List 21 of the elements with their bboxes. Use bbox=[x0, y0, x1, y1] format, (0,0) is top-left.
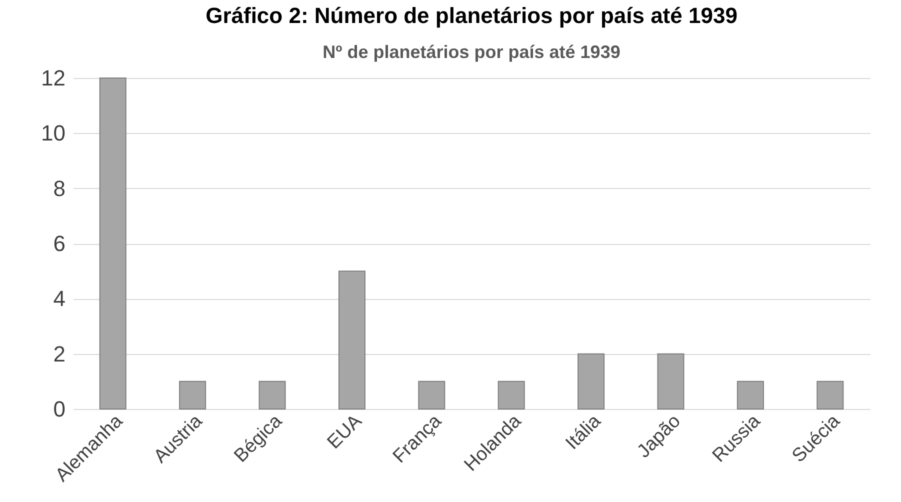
bar bbox=[816, 380, 844, 410]
x-tick-label: EUA bbox=[324, 410, 366, 454]
y-tick-label: 6 bbox=[53, 231, 66, 256]
bar bbox=[578, 353, 605, 410]
bar bbox=[657, 353, 684, 410]
bar bbox=[338, 270, 366, 410]
y-tick-label: 2 bbox=[53, 341, 66, 366]
bar bbox=[179, 380, 206, 410]
chart-subtitle: Nº de planetários por país até 1939 bbox=[322, 42, 620, 62]
bar bbox=[498, 380, 525, 410]
y-tick-label: 8 bbox=[53, 176, 66, 201]
bar bbox=[736, 380, 764, 410]
chart-title: Gráfico 2: Número de planetários por país até 1939 bbox=[206, 3, 738, 28]
bar bbox=[418, 380, 446, 410]
x-tick-label: Itália bbox=[562, 410, 606, 454]
y-tick-label: 10 bbox=[41, 120, 66, 146]
y-tick-label: 4 bbox=[53, 286, 66, 312]
bar bbox=[258, 380, 286, 410]
y-tick-label: 0 bbox=[53, 396, 66, 422]
bar bbox=[99, 78, 126, 410]
y-tick-label: 12 bbox=[41, 66, 66, 90]
